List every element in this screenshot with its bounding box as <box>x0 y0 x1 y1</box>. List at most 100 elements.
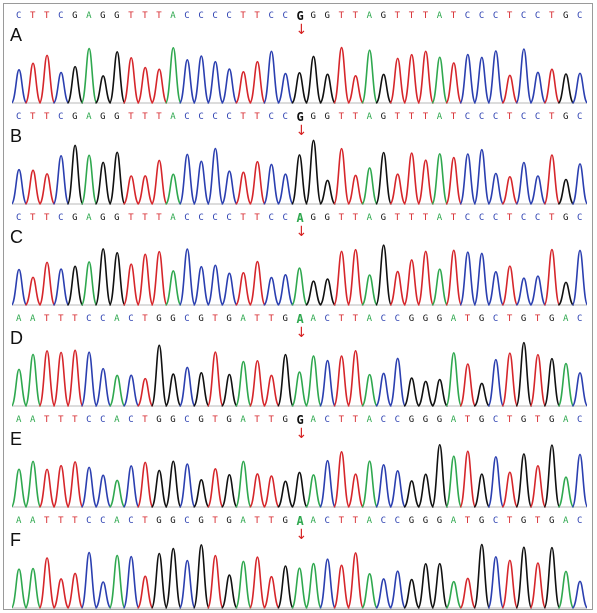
trace-peak <box>122 555 140 609</box>
trace-peak <box>66 65 84 104</box>
base-call: T <box>422 213 429 223</box>
trace-peak <box>515 546 533 609</box>
trace-peak <box>571 72 587 104</box>
trace-peak <box>38 468 56 508</box>
trace-peak <box>150 552 168 609</box>
trace-peak <box>52 268 70 306</box>
base-call: T <box>212 314 218 324</box>
trace-peak <box>234 360 252 407</box>
down-arrow-icon: ↓ <box>295 224 308 240</box>
base-call: T <box>44 213 50 223</box>
base-call: G <box>72 11 78 21</box>
trace-peak <box>276 274 294 306</box>
trace-peak <box>347 552 365 609</box>
trace-peak <box>234 171 252 205</box>
base-call: G <box>436 415 443 425</box>
base-call: A <box>240 314 246 324</box>
base-call: T <box>352 314 359 324</box>
base-call: T <box>352 415 359 425</box>
trace-peak <box>305 139 323 205</box>
trace-peak <box>80 466 98 508</box>
down-arrow-icon: ↓ <box>295 123 308 139</box>
trace-peak <box>164 46 182 104</box>
trace-peak <box>108 252 126 306</box>
base-call: T <box>142 112 148 122</box>
base-call: T <box>72 415 78 425</box>
trace-peak <box>333 46 351 104</box>
trace-peak <box>361 460 379 508</box>
trace-peak <box>487 455 505 508</box>
trace-peak <box>206 60 224 104</box>
base-call: T <box>394 11 401 21</box>
trace-peak <box>38 350 56 407</box>
trace-peak <box>178 559 196 609</box>
base-call: T <box>142 213 148 223</box>
base-call: T <box>268 314 274 324</box>
trace-peak <box>136 575 154 609</box>
trace-peak <box>262 475 280 508</box>
base-call: C <box>520 11 527 21</box>
base-call: G <box>100 213 106 223</box>
trace-peak <box>206 467 224 508</box>
trace-peak <box>543 154 561 205</box>
base-call: T <box>254 112 260 122</box>
base-call: C <box>226 11 232 21</box>
trace-peak <box>529 175 547 205</box>
trace-peak <box>487 50 505 104</box>
base-call: A <box>436 112 443 122</box>
trace-peak <box>417 380 434 407</box>
base-call: C <box>534 112 541 122</box>
base-call: C <box>464 213 471 223</box>
base-call: T <box>352 516 359 526</box>
base-call: T <box>156 112 162 122</box>
trace-peak <box>234 271 252 306</box>
trace-peak <box>305 562 323 609</box>
base-call: A <box>366 213 373 223</box>
base-call: C <box>86 516 92 526</box>
trace-peak <box>234 460 252 508</box>
trace-peak <box>375 372 393 407</box>
trace-peak <box>52 578 70 609</box>
base-call: T <box>394 112 401 122</box>
base-call: G <box>380 11 387 21</box>
trace-peak <box>515 48 533 104</box>
trace-peak <box>557 362 575 407</box>
trace-peak <box>571 249 587 306</box>
base-call: T <box>44 415 50 425</box>
base-call: C <box>464 112 471 122</box>
trace-peak <box>431 268 449 306</box>
trace-peak <box>136 66 154 104</box>
base-call: T <box>156 213 162 223</box>
base-call: T <box>534 314 541 324</box>
trace-peak <box>192 55 210 104</box>
down-arrow-icon: ↓ <box>295 22 308 38</box>
base-call: T <box>548 11 555 21</box>
base-call: T <box>352 213 359 223</box>
trace-peak <box>164 373 182 407</box>
base-call: G <box>282 516 288 526</box>
base-call: T <box>506 314 513 324</box>
trace-plot <box>12 139 587 205</box>
trace-peak <box>248 60 266 104</box>
base-call: A <box>450 314 457 324</box>
trace-peak <box>178 153 196 205</box>
base-call: G <box>156 516 162 526</box>
trace-peak <box>178 463 196 508</box>
base-call: A <box>366 314 373 324</box>
base-call: G <box>114 213 120 223</box>
trace-peak <box>192 265 210 306</box>
base-call: C <box>184 314 190 324</box>
trace-peak <box>150 344 168 407</box>
trace-peak <box>571 372 587 407</box>
trace-peak <box>529 562 547 609</box>
base-call: A <box>366 11 373 21</box>
base-call: G <box>282 314 288 324</box>
base-call: T <box>338 516 344 526</box>
base-call: C <box>380 516 387 526</box>
trace-peak <box>459 153 477 205</box>
trace-peak <box>501 471 519 508</box>
base-call: C <box>282 11 288 21</box>
base-call: T <box>450 213 457 223</box>
base-call: C <box>184 415 190 425</box>
trace-peak <box>333 355 351 407</box>
